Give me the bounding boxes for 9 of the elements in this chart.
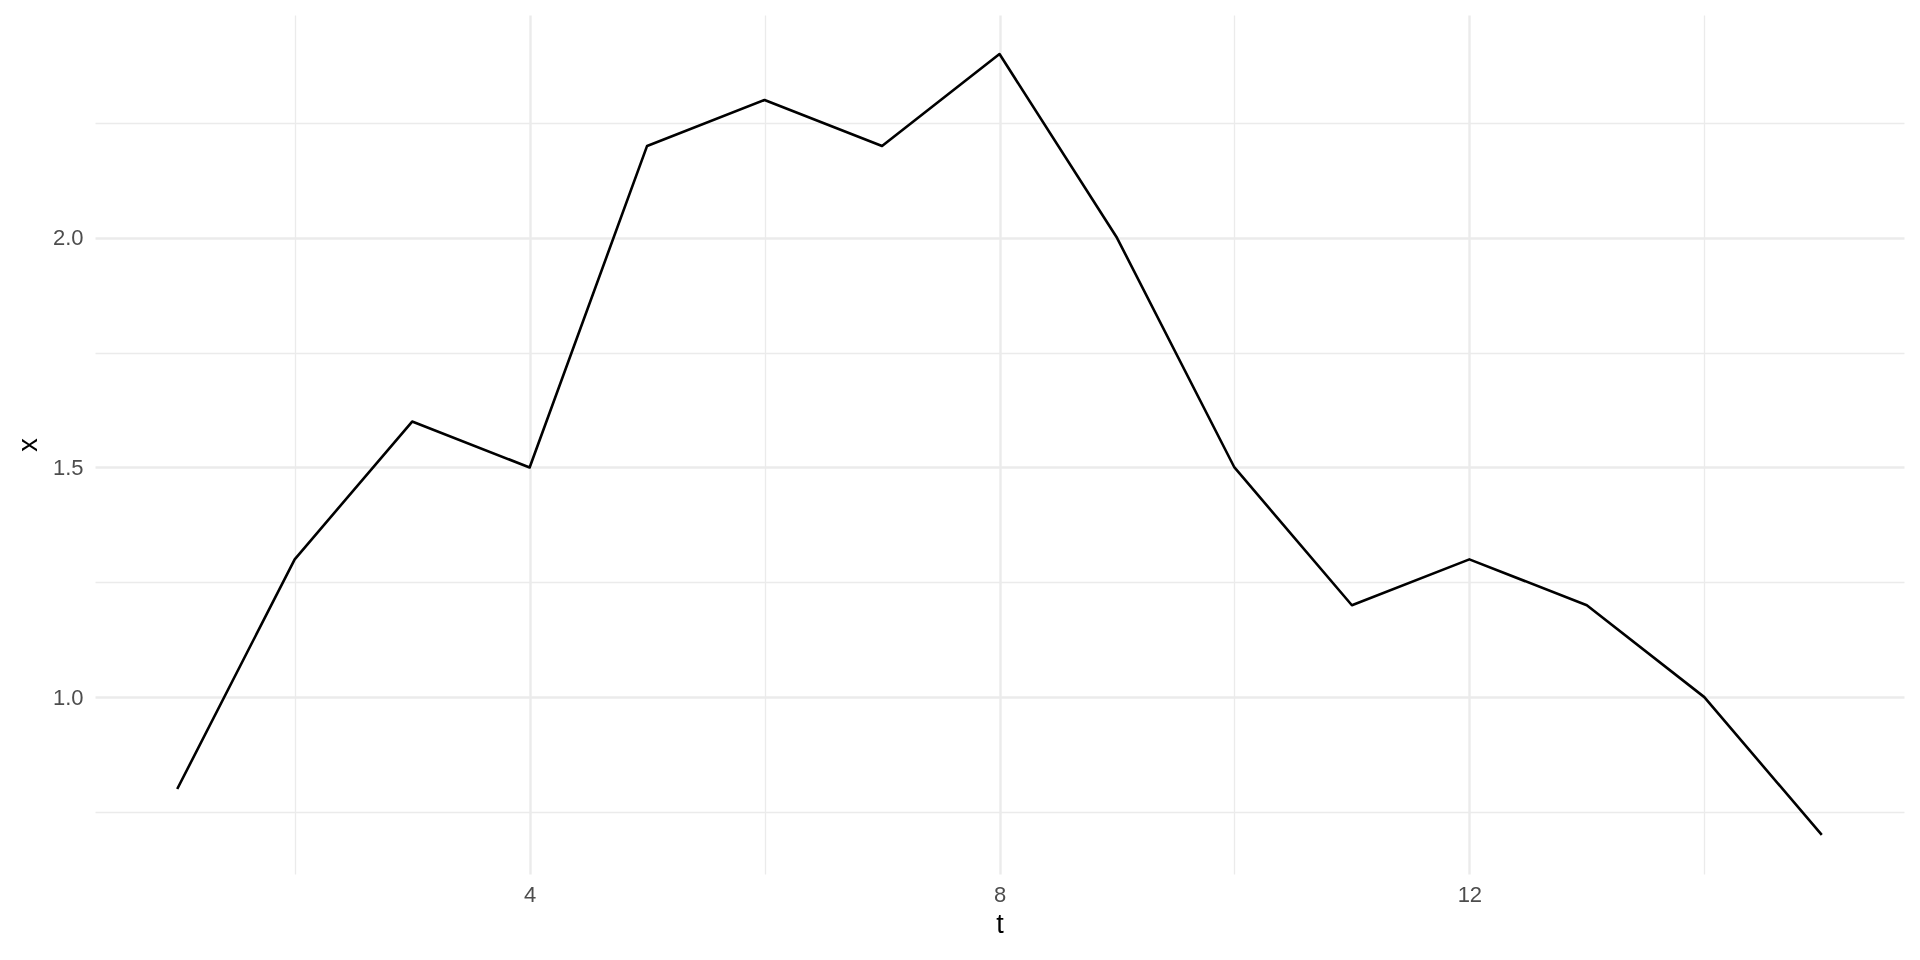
line-series bbox=[175, 52, 1824, 837]
x-tick-label: 4 bbox=[524, 881, 537, 907]
y-axis-title: x bbox=[12, 437, 43, 452]
x-tick-label: 8 bbox=[993, 881, 1007, 907]
x-tick-label: 12 bbox=[1457, 881, 1483, 907]
x-axis-title: t bbox=[996, 908, 1005, 939]
y-tick-label: 1.5 bbox=[52, 454, 84, 480]
y-tick-label: 1.0 bbox=[52, 684, 84, 710]
y-tick-label: 2.0 bbox=[52, 225, 84, 251]
